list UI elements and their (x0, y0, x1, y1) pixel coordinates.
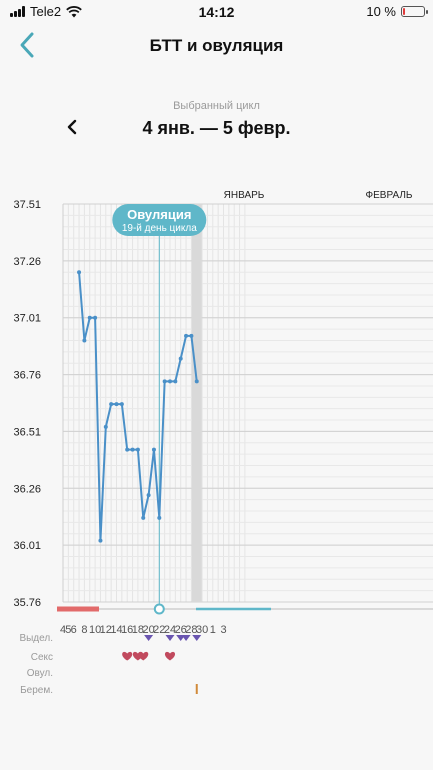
battery-label: 10 % (366, 4, 396, 19)
ovulation-badge-subtitle: 19-й день цикла (122, 223, 197, 234)
temperature-point (146, 493, 151, 498)
bbt-chart: 37.51 37.26 37.01 36.76 36.51 36.26 36.01 35.76… (13, 190, 433, 696)
temperature-point (109, 402, 114, 407)
x-tick-label: 28 (185, 624, 197, 636)
temperature-point (157, 515, 162, 520)
month-label: ФЕВРАЛЬ (366, 190, 413, 201)
x-tick-label: 5 (65, 624, 71, 636)
ovulation-marker (153, 603, 165, 615)
temperature-point (189, 333, 194, 338)
temperature-point (194, 379, 199, 384)
discharge-marker (144, 635, 154, 641)
x-tick-label: 8 (81, 624, 87, 636)
x-tick-label: 3 (220, 624, 226, 636)
x-tick-label: 1 (210, 624, 216, 636)
status-right: 10 % (366, 4, 428, 19)
x-tick-label: 4 (60, 624, 66, 636)
temperature-point (93, 315, 98, 320)
temperature-point (130, 447, 135, 452)
nav-bar: БТТ и овуляция (0, 26, 433, 66)
y-tick-label: 36.76 (13, 370, 41, 382)
temperature-point (87, 315, 92, 320)
signal-icon (10, 6, 25, 17)
x-tick-label: 24 (164, 624, 176, 636)
temperature-point (98, 538, 103, 543)
cycle-range: 4 янв. — 5 февр. (142, 118, 291, 138)
x-tick-label: 14 (110, 624, 122, 636)
temperature-point (119, 402, 124, 407)
row-label: Овул. (27, 668, 53, 679)
ovulation-badge (112, 204, 207, 236)
chevron-left-icon (20, 32, 34, 58)
heart-icon (122, 651, 133, 661)
today-band (191, 204, 202, 602)
temperature-point (184, 333, 189, 338)
temperature-point (173, 379, 178, 384)
y-tick-label: 35.76 (13, 597, 41, 609)
x-tick-label: 16 (121, 624, 133, 636)
pregnancy-marker (195, 684, 198, 694)
cycle-caption: Выбранный цикл (173, 100, 260, 112)
x-tick-label: 10 (89, 624, 101, 636)
y-tick-label: 36.01 (13, 540, 41, 552)
row-label: Берем. (20, 685, 53, 696)
y-tick-label: 37.51 (13, 199, 41, 211)
discharge-marker (192, 635, 202, 641)
temperature-point (103, 424, 108, 429)
row-label: Секс (31, 652, 53, 663)
heart-icon (138, 651, 149, 661)
temperature-point (77, 270, 82, 275)
temperature-point (168, 379, 172, 384)
temperature-point (151, 447, 156, 452)
ovulation-badge-title: Овуляция (127, 207, 191, 222)
x-tick-label: 26 (175, 624, 187, 636)
month-label: ЯНВАРЬ (224, 190, 265, 201)
x-tick-label: 12 (100, 624, 112, 636)
x-tick-label: 22 (153, 624, 165, 636)
y-tick-label: 36.51 (13, 426, 41, 438)
temperature-point (178, 356, 183, 361)
status-bar: Tele2 14:12 10 % (0, 0, 433, 24)
temperature-point (162, 379, 167, 384)
heart-icon (164, 651, 176, 661)
page-title: БТТ и овуляция (149, 36, 284, 55)
temperature-point (114, 402, 119, 407)
temperature-point (141, 515, 146, 520)
status-time: 14:12 (198, 4, 235, 20)
x-tick-label: 20 (142, 624, 154, 636)
chevron-left-icon (67, 119, 77, 135)
temperature-point (135, 447, 140, 452)
y-tick-label: 36.26 (13, 483, 41, 495)
prev-cycle-button[interactable] (62, 115, 84, 139)
y-tick-label: 37.26 (13, 256, 41, 268)
x-tick-label: 6 (71, 624, 77, 636)
row-label: Выдел. (19, 633, 53, 644)
y-tick-label: 37.01 (13, 313, 41, 325)
temperature-point (125, 447, 130, 452)
back-button[interactable] (14, 28, 44, 62)
x-tick-label: 30 (196, 624, 208, 636)
wifi-icon (66, 5, 82, 17)
discharge-marker (181, 635, 191, 641)
status-left: Tele2 (10, 4, 82, 19)
discharge-marker (165, 635, 175, 641)
battery-icon (401, 6, 428, 17)
temperature-point (82, 338, 87, 343)
carrier-label: Tele2 (30, 4, 62, 19)
x-tick-label: 18 (132, 624, 144, 636)
